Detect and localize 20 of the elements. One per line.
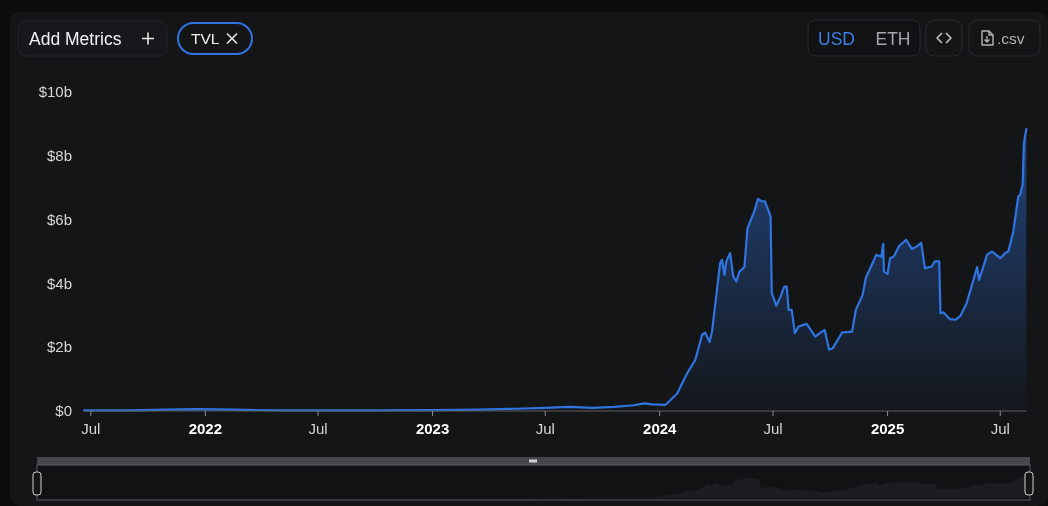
x-tick-label: 2024	[643, 420, 678, 437]
x-tick-label: 2022	[188, 420, 223, 437]
x-tick-label: 2025	[870, 420, 905, 437]
y-tick-label: $8b	[46, 147, 72, 165]
x-tick-label: Jul	[81, 420, 101, 437]
text: USD	[818, 29, 855, 49]
legend-label: TVL	[191, 30, 220, 47]
y-tick-label: $6b	[46, 210, 72, 228]
x-tick-label: Jul	[990, 420, 1010, 437]
y-tick-label: $0	[55, 402, 72, 420]
text: ETH	[875, 29, 911, 49]
x-tick-label: Jul	[308, 420, 328, 437]
x-tick-label: Jul	[763, 420, 783, 437]
y-tick-label: $10b	[38, 83, 72, 101]
x-tick-label: 2023	[415, 420, 450, 437]
x-tick-label: Jul	[535, 420, 555, 437]
text: Add Metrics	[29, 29, 122, 49]
y-tick-label: $4b	[46, 274, 72, 292]
y-tick-label: $2b	[46, 338, 72, 356]
text: .csv	[997, 30, 1025, 47]
